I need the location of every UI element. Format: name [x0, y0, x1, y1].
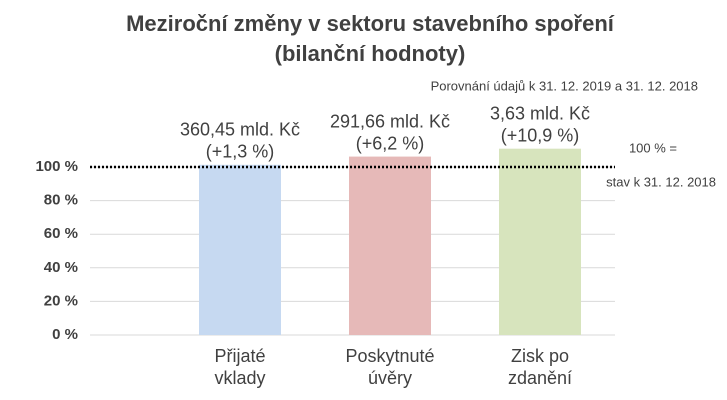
reference-label: 100 % = [629, 140, 677, 155]
bar [349, 156, 431, 335]
chart-title: Meziroční změny v sektoru stavebního spo… [126, 11, 615, 36]
y-tick-label: 40 % [44, 259, 78, 276]
amount-label: 3,63 mld. Kč [490, 103, 590, 123]
bar [499, 148, 581, 335]
reference-sublabel: stav k 31. 12. 2018 [606, 174, 716, 189]
change-label: (+1,3 %) [206, 142, 275, 162]
x-tick-label: Zisk po zdanění [507, 346, 573, 388]
amount-label: 291,66 mld. Kč [330, 111, 450, 131]
y-tick-label: 0 % [52, 326, 78, 343]
bar [199, 164, 281, 335]
chart-subtitle: (bilanční hodnoty) [275, 41, 466, 66]
y-tick-label: 100 % [35, 158, 78, 175]
y-tick-label: 80 % [44, 192, 78, 209]
y-tick-label: 60 % [44, 225, 78, 242]
amount-label: 360,45 mld. Kč [180, 120, 300, 140]
x-tick-label: Poskytnuté úvěry [345, 346, 435, 388]
note: Porovnání údajů k 31. 12. 2019 a 31. 12.… [431, 78, 698, 93]
change-label: (+10,9 %) [501, 125, 580, 145]
x-tick-label: Přijaté vklady [214, 346, 266, 388]
y-tick-label: 20 % [44, 292, 78, 309]
change-label: (+6,2 %) [356, 133, 425, 153]
